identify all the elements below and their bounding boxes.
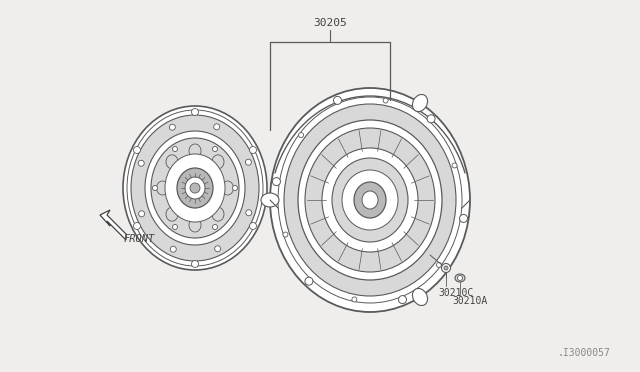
Ellipse shape	[362, 191, 378, 209]
Ellipse shape	[354, 182, 386, 218]
Ellipse shape	[131, 115, 259, 261]
Ellipse shape	[190, 183, 200, 193]
Circle shape	[170, 124, 175, 130]
Circle shape	[444, 266, 448, 270]
Circle shape	[333, 96, 342, 105]
Ellipse shape	[332, 158, 408, 242]
Circle shape	[152, 186, 157, 190]
Circle shape	[283, 232, 288, 237]
Ellipse shape	[412, 94, 428, 112]
Circle shape	[212, 147, 218, 151]
Ellipse shape	[123, 106, 267, 270]
Circle shape	[452, 163, 457, 168]
Circle shape	[232, 186, 237, 190]
Ellipse shape	[298, 120, 442, 280]
Circle shape	[212, 224, 218, 230]
Circle shape	[134, 147, 140, 154]
Circle shape	[442, 263, 451, 273]
Text: 30205: 30205	[313, 18, 347, 28]
Circle shape	[458, 276, 463, 280]
Circle shape	[460, 214, 468, 222]
Ellipse shape	[185, 177, 205, 199]
Ellipse shape	[322, 148, 418, 252]
Ellipse shape	[166, 207, 178, 221]
Text: .I3000057: .I3000057	[557, 348, 610, 358]
Circle shape	[214, 246, 221, 252]
Ellipse shape	[270, 88, 470, 312]
Circle shape	[191, 260, 198, 267]
Circle shape	[250, 147, 257, 154]
Ellipse shape	[165, 154, 225, 222]
Circle shape	[138, 160, 144, 166]
Ellipse shape	[151, 138, 239, 238]
Circle shape	[245, 159, 252, 165]
Circle shape	[352, 297, 357, 302]
Circle shape	[298, 132, 303, 138]
Circle shape	[250, 222, 257, 230]
Ellipse shape	[342, 170, 398, 230]
Circle shape	[214, 124, 220, 130]
Circle shape	[273, 177, 280, 186]
Circle shape	[170, 246, 176, 252]
Circle shape	[305, 277, 313, 285]
Ellipse shape	[145, 131, 245, 245]
Ellipse shape	[177, 168, 213, 208]
Ellipse shape	[412, 288, 428, 305]
Circle shape	[399, 296, 406, 304]
Ellipse shape	[284, 104, 456, 296]
Ellipse shape	[212, 207, 224, 221]
Ellipse shape	[166, 155, 178, 169]
Circle shape	[246, 210, 252, 216]
Polygon shape	[100, 210, 126, 240]
Circle shape	[173, 224, 177, 230]
Text: 30210A: 30210A	[452, 296, 487, 306]
Circle shape	[134, 222, 140, 230]
Text: 30210C: 30210C	[438, 288, 473, 298]
Ellipse shape	[157, 181, 168, 195]
Ellipse shape	[189, 218, 201, 232]
Circle shape	[191, 109, 198, 115]
Text: FRONT: FRONT	[124, 234, 156, 244]
Ellipse shape	[261, 193, 279, 207]
Ellipse shape	[189, 144, 201, 158]
Circle shape	[427, 115, 435, 123]
Ellipse shape	[455, 274, 465, 282]
Circle shape	[139, 211, 145, 217]
Ellipse shape	[221, 181, 234, 195]
Circle shape	[173, 147, 177, 151]
Circle shape	[383, 98, 388, 103]
Ellipse shape	[212, 155, 224, 169]
Circle shape	[436, 262, 442, 267]
Ellipse shape	[305, 128, 435, 272]
